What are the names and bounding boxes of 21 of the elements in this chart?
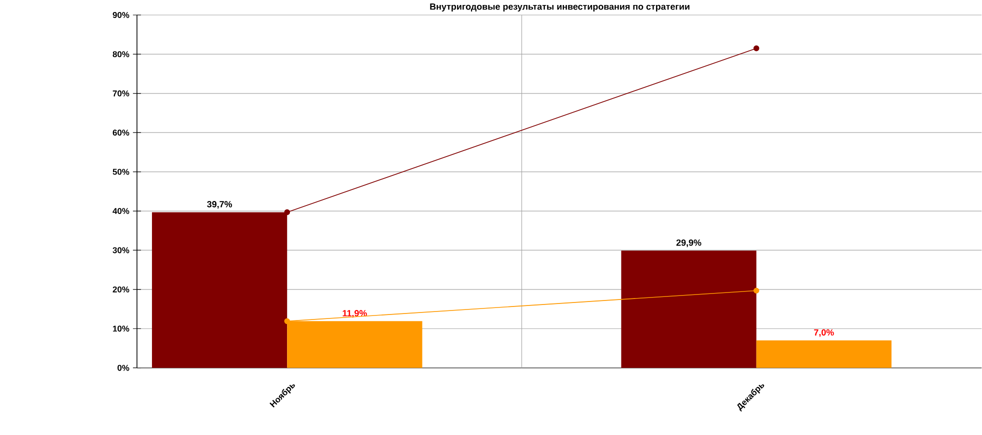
point (753, 288, 760, 294)
y-tick-label: 50% (112, 168, 130, 175)
point (284, 318, 290, 324)
data-label: 11,9% (342, 310, 367, 318)
bar (756, 340, 892, 368)
y-tick-label: 0% (118, 364, 130, 371)
data-label: 39,7% (207, 201, 232, 209)
data-label: 7,0% (814, 329, 834, 337)
y-tick-label: 80% (112, 51, 130, 58)
bar (621, 250, 756, 368)
y-tick-label: 90% (112, 12, 130, 18)
y-tick-label: 40% (112, 208, 130, 214)
chart-title: Внутригодовые результаты инвестирования по стратегии (430, 4, 690, 12)
y-tick-label: 30% (112, 247, 130, 254)
data-label: 29,9% (676, 240, 702, 248)
point (753, 46, 760, 52)
y-tick-label: 60% (112, 130, 130, 136)
y-tick-label: 10% (113, 326, 130, 332)
point (284, 209, 290, 216)
y-tick-label: 70% (112, 90, 130, 96)
y-tick-label: 20% (112, 286, 130, 293)
